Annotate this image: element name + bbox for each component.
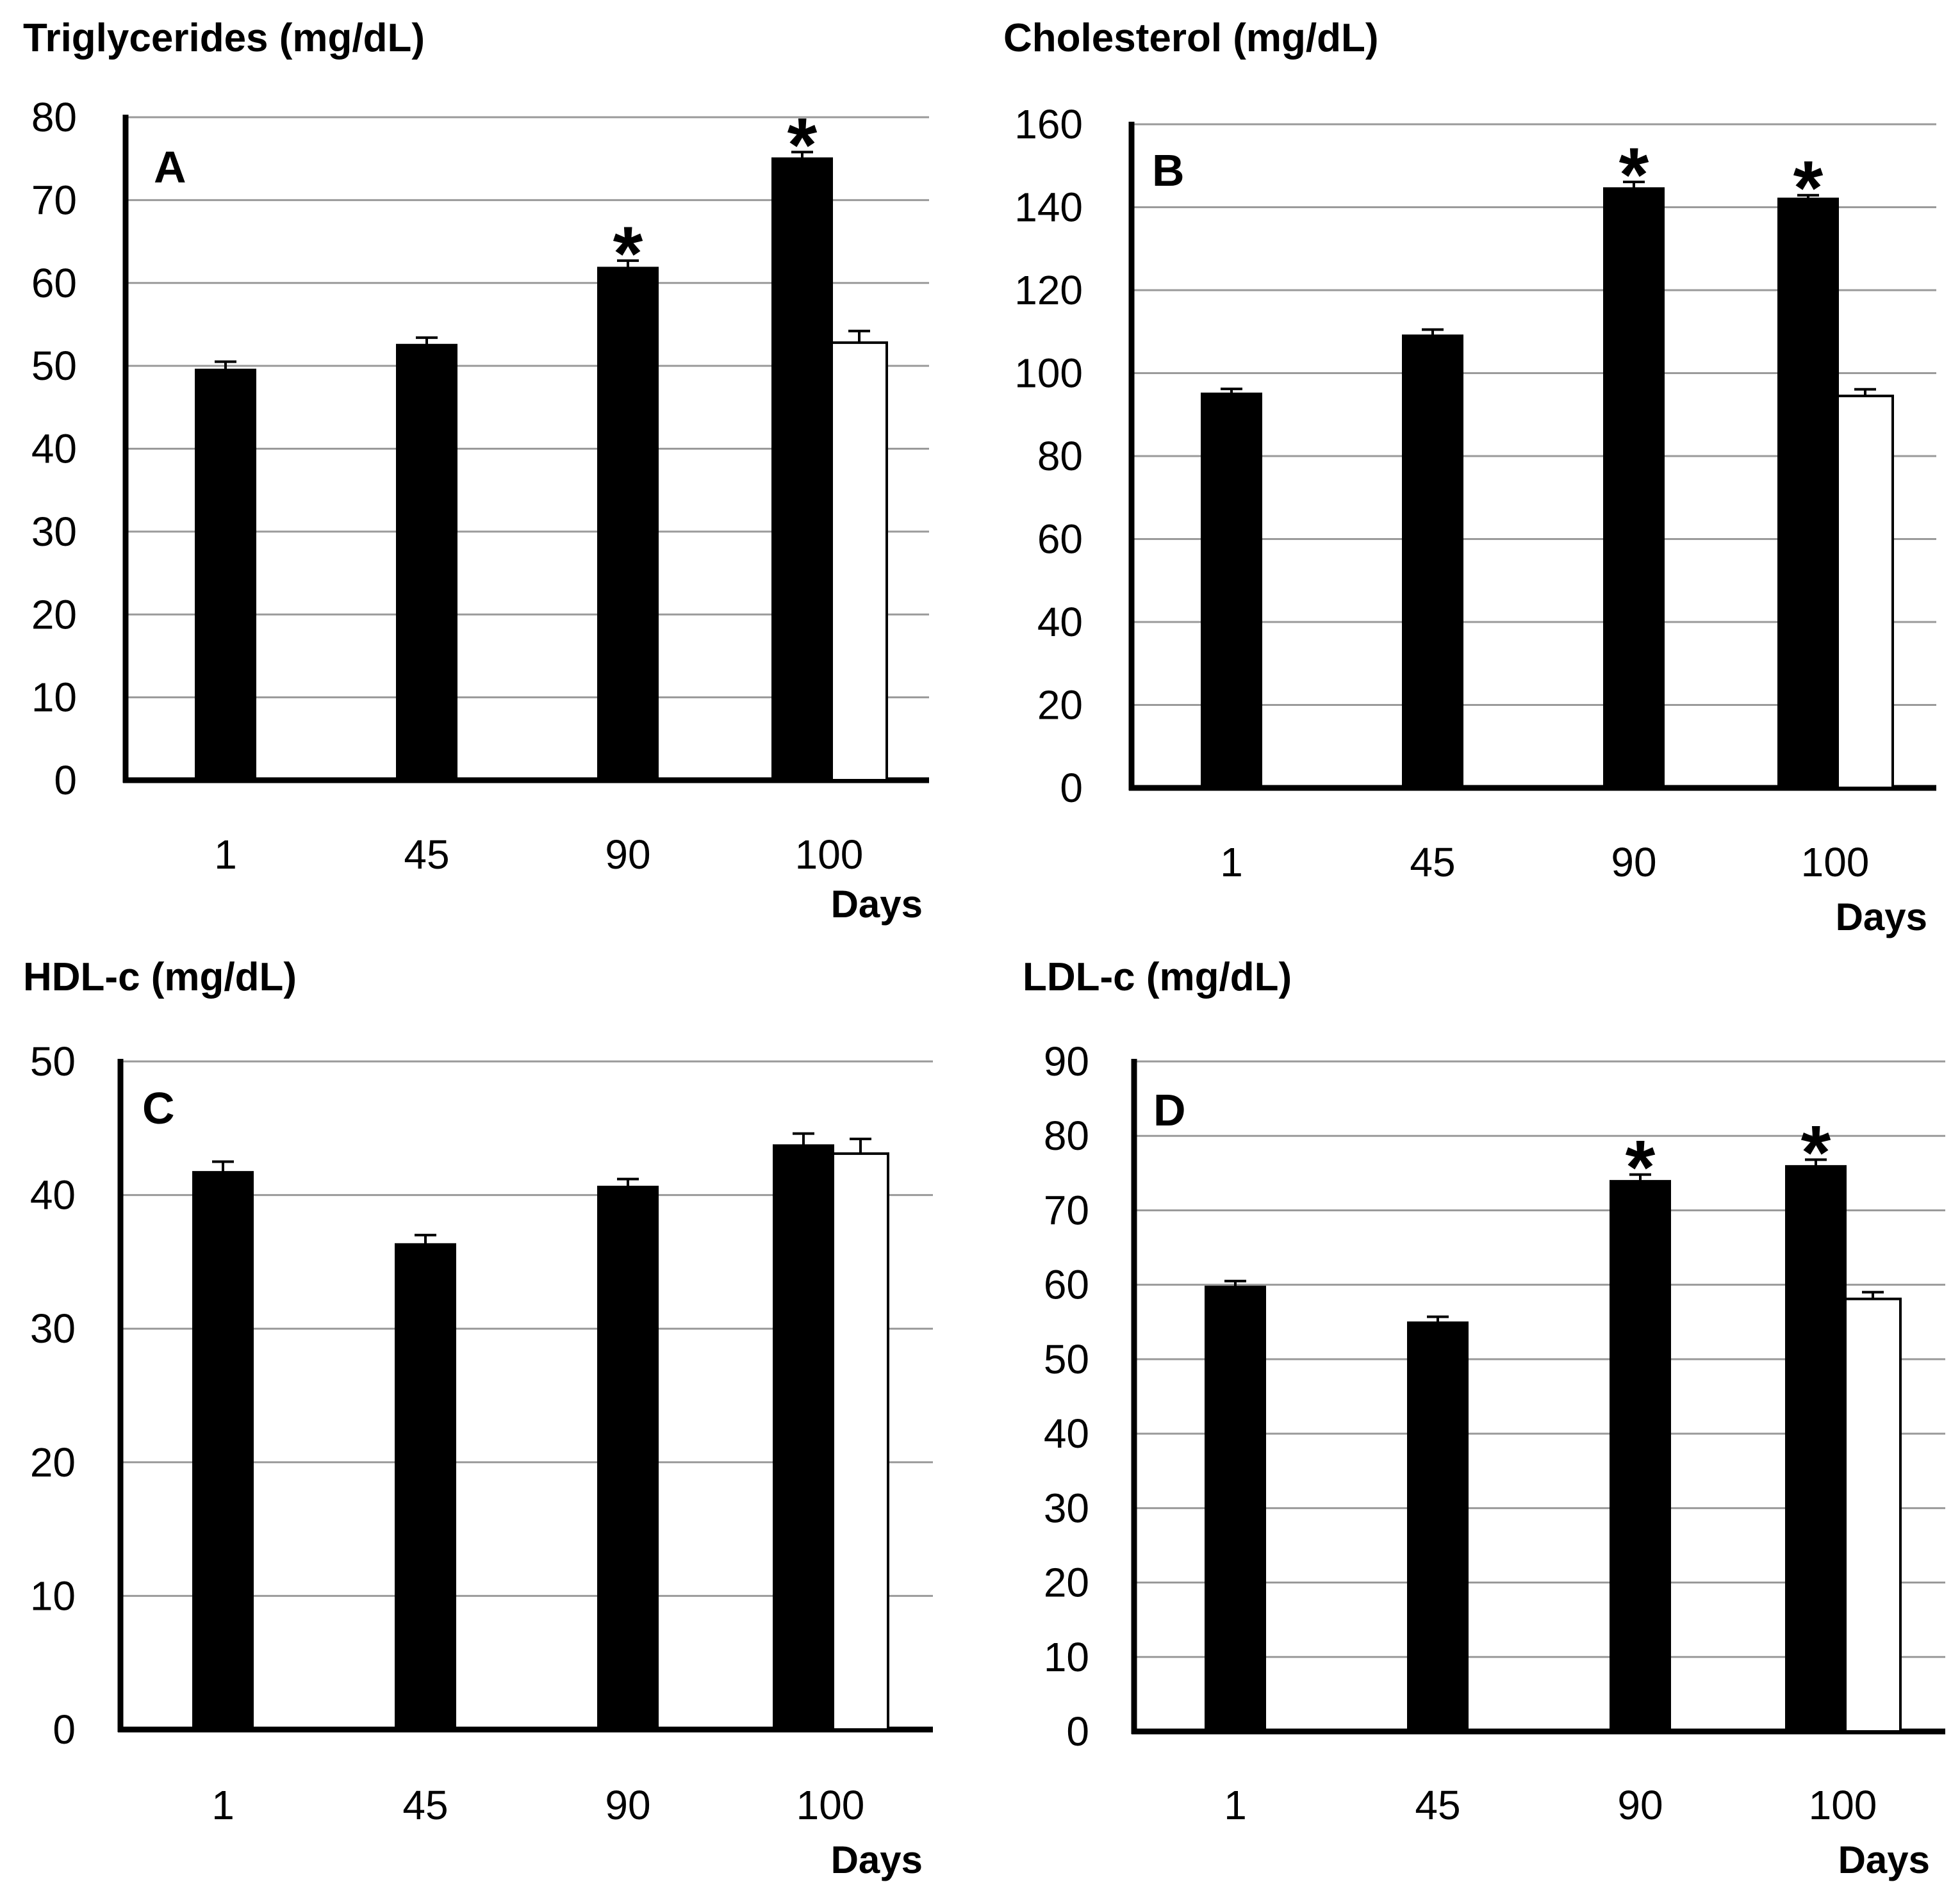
white-bar: [832, 1152, 889, 1731]
x-tick-label: 90: [605, 831, 650, 878]
chart-title: HDL-c (mg/dL): [23, 955, 297, 999]
y-tick-label: 0: [1066, 1708, 1089, 1755]
x-tick-label: 90: [605, 1782, 650, 1828]
y-tick-label: 0: [54, 757, 77, 803]
y-tick-label: 20: [31, 591, 77, 637]
x-tick-label: 45: [1410, 839, 1455, 885]
y-tick-label: 0: [53, 1706, 76, 1753]
chart-panel-d: LDL-c (mg/dL) 0 10 20 30 40 50 60 70 80 90 D 1 45 * 90 *…: [1023, 955, 1945, 1881]
y-tick-label: 10: [31, 675, 77, 721]
x-axis-label: Days: [831, 1838, 923, 1881]
y-tick-label: 0: [1060, 765, 1083, 811]
black-bar: [1610, 1180, 1671, 1733]
black-bar: [396, 343, 457, 781]
black-bar: [1407, 1321, 1469, 1733]
x-tick-label: 1: [214, 831, 237, 878]
y-tick-label: 10: [1044, 1634, 1089, 1680]
x-tick-label: 100: [796, 1782, 865, 1828]
x-axis-label: Days: [1836, 896, 1927, 938]
y-tick-label: 160: [1014, 101, 1083, 147]
white-bar: [830, 341, 888, 781]
x-axis-label: Days: [831, 883, 923, 926]
chart-panel-a: Triglycerides (mg/dL) 0 10 20 30 40 50 60 70 80 A 1…: [23, 16, 929, 926]
black-bar: [597, 266, 659, 781]
y-tick-label: 70: [31, 177, 77, 223]
y-tick-label: 80: [31, 94, 77, 140]
black-bar: [1402, 334, 1463, 789]
y-tick-label: 20: [1044, 1560, 1089, 1606]
significance-marker: *: [787, 102, 818, 188]
y-tick-label: 20: [1037, 682, 1083, 728]
black-bar: [195, 368, 256, 781]
significance-marker: *: [1801, 1109, 1831, 1195]
chart-panel-b: Cholesterol (mg/dL) 0 20 40 60 80 100 120 140 160…: [1003, 16, 1936, 938]
y-tick-label: 80: [1037, 433, 1083, 479]
y-tick-label: 30: [30, 1305, 76, 1352]
black-bar: [192, 1171, 254, 1731]
y-tick-label: 40: [1037, 599, 1083, 645]
significance-marker: *: [1619, 132, 1649, 218]
chart-title: Cholesterol (mg/dL): [1003, 16, 1379, 60]
significance-marker: *: [613, 211, 643, 297]
y-tick-label: 100: [1014, 350, 1083, 397]
chart-title: Triglycerides (mg/dL): [23, 16, 425, 60]
white-bar: [1836, 395, 1894, 789]
x-tick-label: 1: [1220, 839, 1243, 885]
x-tick-label: 90: [1611, 839, 1656, 885]
white-bar: [1844, 1297, 1902, 1733]
black-bar: [773, 1144, 834, 1731]
x-tick-label: 45: [402, 1782, 448, 1828]
y-tick-label: 140: [1014, 184, 1083, 231]
x-tick-label: 100: [1801, 839, 1870, 885]
y-tick-label: 30: [1044, 1485, 1089, 1531]
black-bar: [597, 1186, 659, 1731]
x-tick-label: 90: [1617, 1782, 1663, 1828]
x-axis-label: Days: [1838, 1838, 1930, 1881]
panel-label: B: [1152, 145, 1185, 195]
y-tick-label: 30: [31, 509, 77, 555]
chart-panel-c: HDL-c (mg/dL) 0 10 20 30 40 50 C 1 45 90 100 Days: [23, 955, 933, 1881]
black-bar: [395, 1243, 456, 1731]
black-bar: [1785, 1165, 1847, 1733]
y-tick-label: 80: [1044, 1113, 1089, 1159]
significance-marker: *: [1626, 1125, 1656, 1211]
y-tick-label: 50: [30, 1038, 76, 1084]
panel-label: C: [142, 1083, 175, 1133]
x-tick-label: 45: [1415, 1782, 1460, 1828]
x-tick-label: 1: [1224, 1782, 1247, 1828]
y-tick-label: 10: [30, 1573, 76, 1619]
y-tick-label: 60: [31, 260, 77, 306]
panel-label: A: [154, 142, 186, 192]
y-tick-label: 50: [1044, 1336, 1089, 1382]
black-bar: [1205, 1286, 1266, 1733]
y-tick-label: 50: [31, 343, 77, 389]
y-tick-label: 120: [1014, 267, 1083, 313]
y-tick-label: 40: [31, 426, 77, 472]
panel-label: D: [1153, 1085, 1186, 1135]
y-tick-label: 40: [1044, 1411, 1089, 1457]
x-tick-label: 1: [211, 1782, 235, 1828]
y-tick-label: 20: [30, 1439, 76, 1485]
significance-marker: *: [1793, 145, 1824, 231]
y-tick-label: 60: [1044, 1262, 1089, 1308]
x-tick-label: 100: [1809, 1782, 1877, 1828]
y-tick-label: 40: [30, 1172, 76, 1218]
x-tick-label: 100: [795, 831, 864, 878]
black-bar: [1603, 187, 1665, 789]
black-bar: [1777, 197, 1839, 789]
y-tick-label: 70: [1044, 1187, 1089, 1233]
y-tick-label: 60: [1037, 516, 1083, 562]
y-tick-label: 90: [1044, 1038, 1089, 1084]
chart-title: LDL-c (mg/dL): [1023, 955, 1292, 999]
black-bar: [1201, 392, 1262, 789]
x-tick-label: 45: [404, 831, 449, 878]
black-bar: [771, 157, 833, 781]
